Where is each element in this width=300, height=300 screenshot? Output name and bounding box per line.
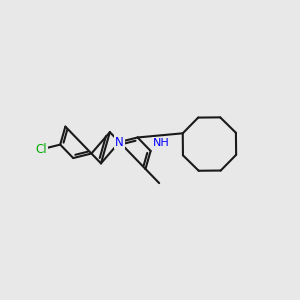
Text: Cl: Cl	[35, 143, 47, 156]
Text: N: N	[115, 136, 124, 148]
Text: NH: NH	[152, 138, 169, 148]
